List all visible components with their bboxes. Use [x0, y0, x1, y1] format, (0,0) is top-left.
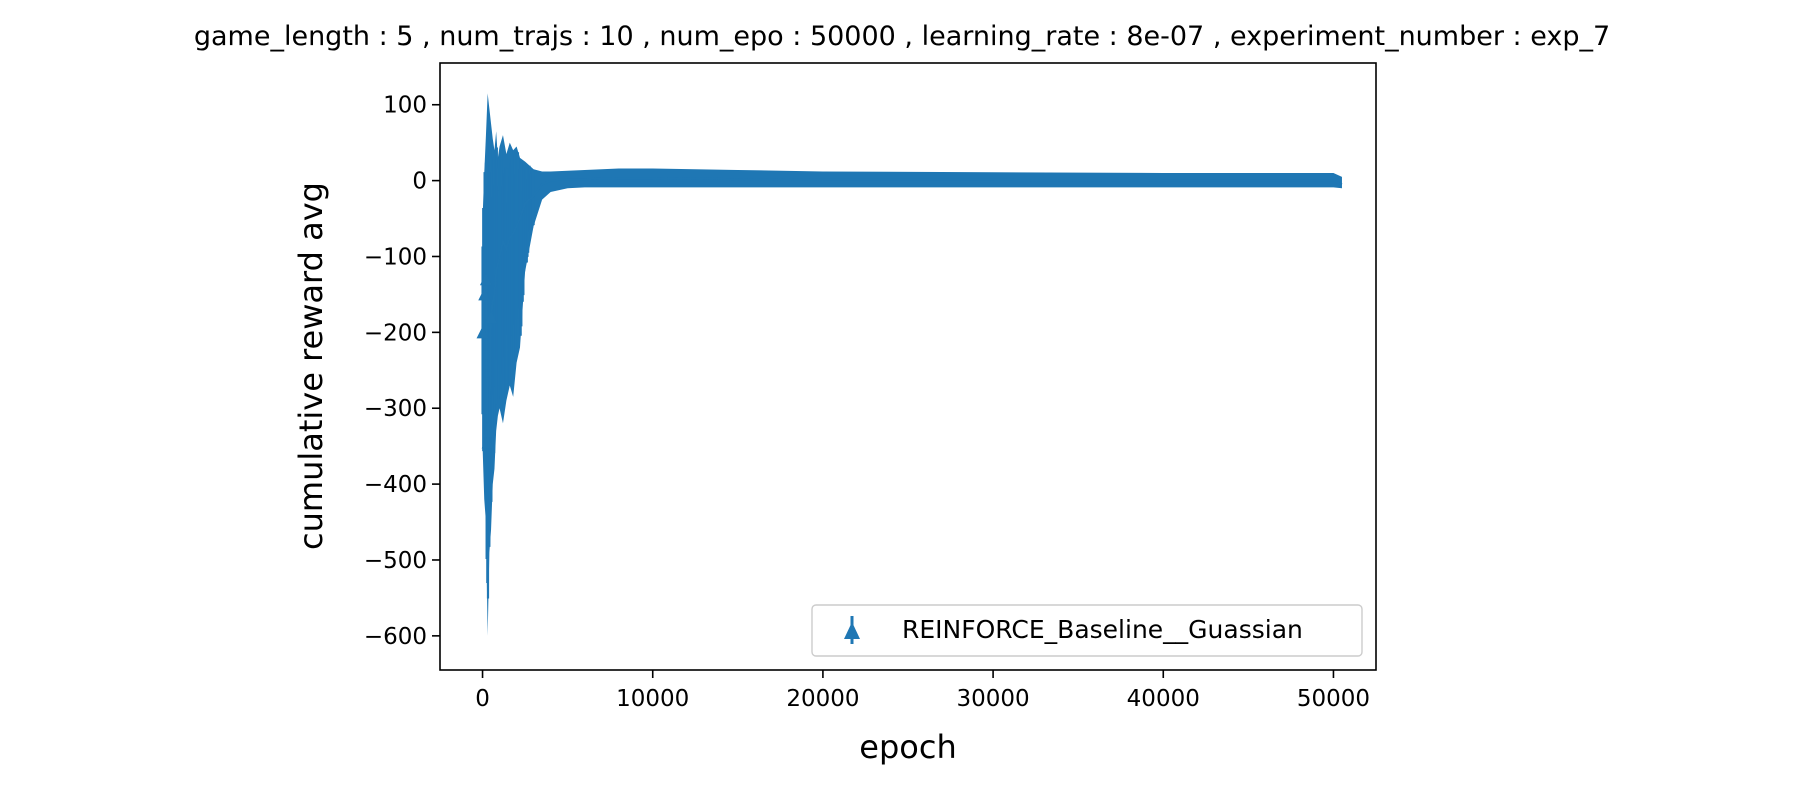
y-tick-label: −600 [364, 624, 427, 650]
y-tick-label: −200 [364, 320, 427, 346]
y-tick-label: −100 [364, 244, 427, 270]
y-tick-label: −500 [364, 548, 427, 574]
legend-box [811, 604, 1363, 657]
y-axis-label: cumulative reward avg [292, 182, 330, 550]
x-tick-label: 50000 [1297, 686, 1370, 712]
series-point-marker [478, 288, 491, 301]
y-tick-label: −400 [364, 472, 427, 498]
series-point-marker [481, 436, 494, 449]
legend-triangle-marker [844, 622, 860, 639]
y-axis-ticks: −600 −500 −400 −300 −200 −100 0 100 [364, 93, 440, 650]
chart-title: game_length : 5 , num_trajs : 10 , num_e… [194, 21, 1610, 52]
legend-entry-label: REINFORCE_Baseline__Guassian [902, 615, 1303, 644]
x-axis-ticks: 0 10000 20000 30000 40000 50000 [475, 670, 1370, 712]
y-tick-label: 100 [383, 93, 427, 119]
x-tick-label: 30000 [957, 686, 1030, 712]
series-layer [476, 93, 1343, 636]
series-point-marker [483, 424, 496, 437]
legend: REINFORCE_Baseline__Guassian [811, 604, 1363, 657]
series-error-envelope [482, 93, 1342, 636]
y-tick-label: 0 [412, 169, 427, 195]
series-point-marker [479, 273, 492, 286]
series-point-marker [485, 311, 498, 324]
y-tick-label: −300 [364, 396, 427, 422]
x-tick-label: 40000 [1127, 686, 1200, 712]
x-axis-label: epoch [859, 728, 956, 766]
x-tick-label: 0 [475, 686, 490, 712]
legend-marker-errorbar-triangle [844, 616, 860, 644]
plot-area-frame [439, 62, 1377, 671]
x-tick-label: 20000 [786, 686, 859, 712]
series-point-marker [476, 326, 489, 339]
x-tick-label: 10000 [616, 686, 689, 712]
series-mean-line [481, 177, 1343, 443]
